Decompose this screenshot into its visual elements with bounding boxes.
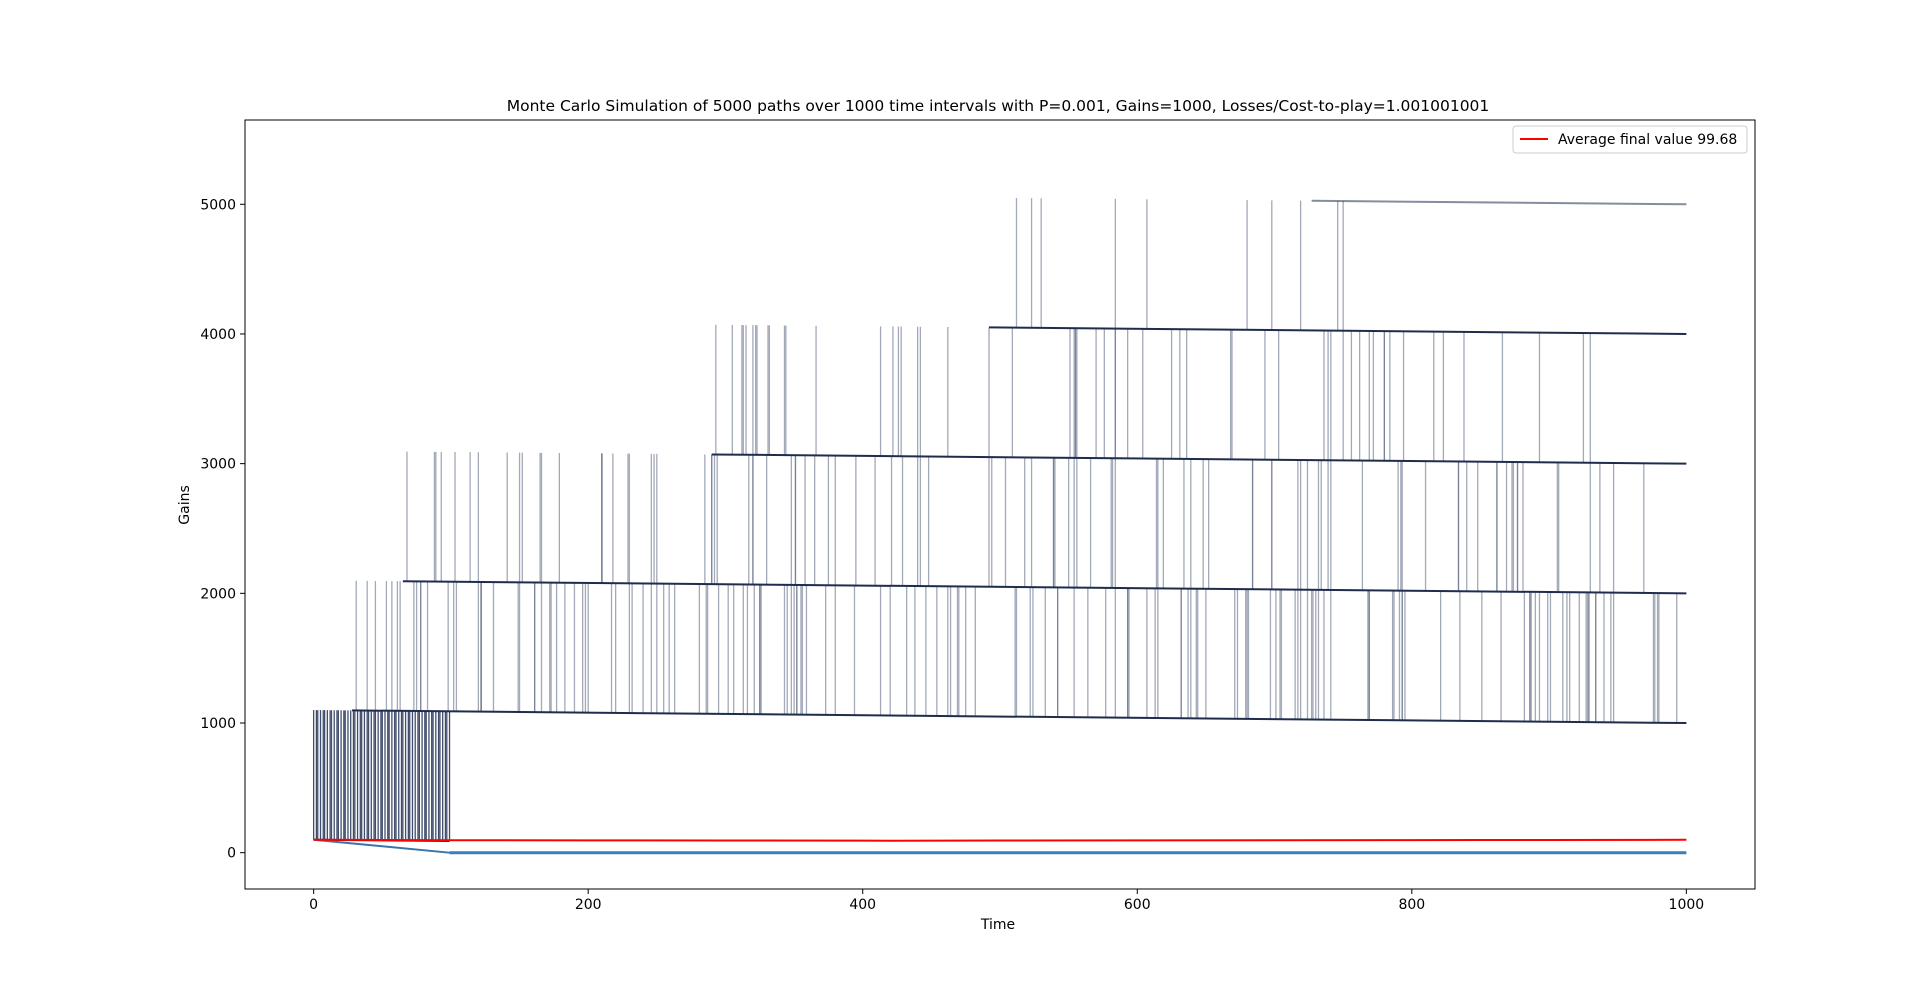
path-decline-line — [313, 838, 450, 854]
x-axis-label: Time — [980, 917, 1015, 933]
legend: Average final value 99.68 — [1512, 125, 1748, 154]
path-band-line — [1311, 199, 1687, 206]
path-band-line — [352, 709, 1687, 725]
path-band-line — [711, 453, 1687, 465]
x-tick-label: 600 — [1124, 897, 1151, 913]
x-axis: 0 200 400 600 800 1000 — [309, 889, 1704, 913]
x-tick-label: 400 — [849, 897, 876, 913]
x-tick-label: 0 — [309, 897, 318, 913]
chart-title: Monte Carlo Simulation of 5000 paths ove… — [507, 97, 1490, 115]
y-tick-label: 2000 — [200, 586, 236, 602]
simulation-paths — [312, 197, 1687, 854]
y-tick-label: 0 — [227, 846, 236, 862]
plot-area — [244, 119, 1756, 890]
legend-label-average: Average final value 99.68 — [1558, 132, 1737, 148]
path-band-line — [402, 580, 1687, 595]
x-tick-label: 1000 — [1669, 897, 1705, 913]
path-band-line — [989, 326, 1687, 335]
y-axis: 0 1000 2000 3000 4000 5000 — [200, 197, 245, 862]
y-tick-label: 3000 — [200, 457, 236, 473]
average-line-layer — [313, 838, 1687, 842]
x-tick-label: 800 — [1398, 897, 1425, 913]
y-axis-label: Gains — [177, 485, 193, 524]
y-tick-label: 4000 — [200, 327, 236, 343]
y-tick-label: 5000 — [200, 197, 236, 213]
legend-box — [1512, 125, 1748, 154]
y-tick-label: 1000 — [200, 716, 236, 732]
x-tick-label: 200 — [575, 897, 602, 913]
plot-frame — [244, 119, 1756, 890]
average-final-value-line — [313, 838, 1687, 842]
